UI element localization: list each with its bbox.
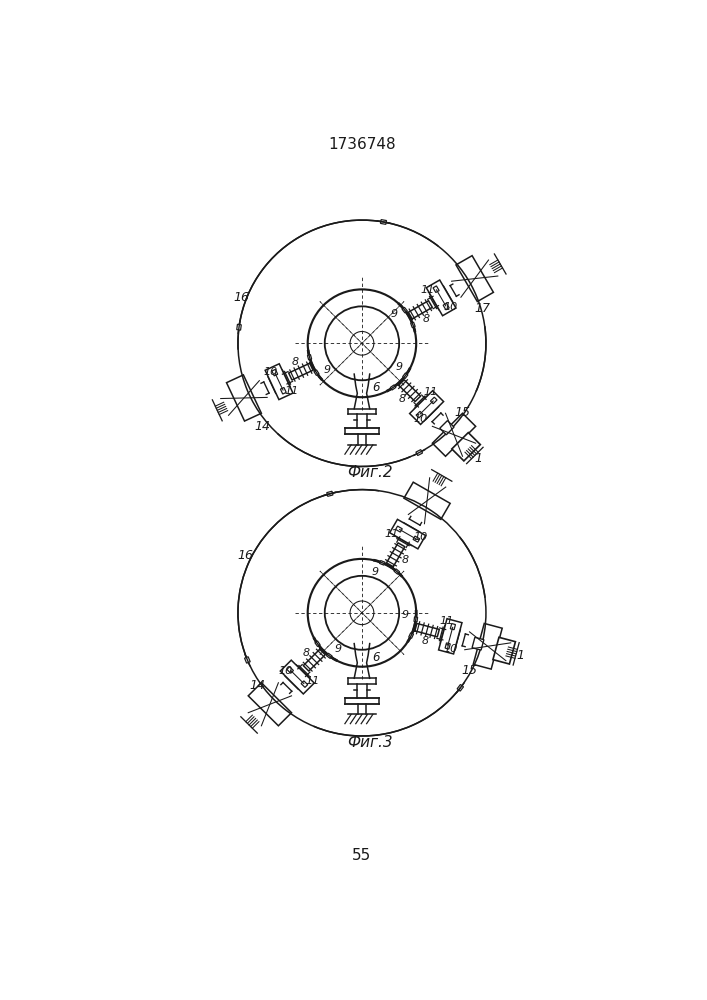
- Bar: [327, 653, 332, 658]
- Bar: [301, 681, 308, 687]
- Bar: [457, 684, 464, 691]
- Bar: [409, 391, 443, 424]
- Text: 11: 11: [285, 386, 299, 396]
- Text: 16: 16: [238, 549, 254, 562]
- Text: 8: 8: [421, 636, 428, 646]
- Bar: [380, 561, 385, 565]
- Text: Фиг.3: Фиг.3: [347, 735, 392, 750]
- Bar: [433, 413, 476, 456]
- Bar: [394, 569, 399, 574]
- Text: 6: 6: [372, 651, 380, 664]
- Text: 9: 9: [395, 362, 402, 372]
- Text: 11: 11: [305, 676, 320, 686]
- Bar: [327, 491, 333, 496]
- Text: 8: 8: [399, 394, 406, 404]
- Text: 11: 11: [385, 529, 399, 539]
- Text: 14: 14: [255, 420, 271, 433]
- Bar: [237, 324, 241, 330]
- Bar: [473, 623, 502, 669]
- Bar: [390, 519, 426, 549]
- Bar: [413, 536, 420, 542]
- Bar: [416, 411, 423, 418]
- Text: 6: 6: [372, 381, 380, 394]
- Bar: [440, 421, 454, 435]
- Text: 8: 8: [423, 314, 430, 324]
- Text: 55: 55: [352, 848, 372, 863]
- Text: 1: 1: [517, 649, 525, 662]
- Text: 10: 10: [263, 367, 277, 377]
- Bar: [280, 660, 315, 694]
- Bar: [245, 657, 250, 663]
- Text: 1: 1: [474, 452, 482, 465]
- Bar: [433, 286, 439, 292]
- Text: 9: 9: [391, 309, 398, 319]
- Bar: [452, 433, 480, 461]
- Text: 11: 11: [421, 285, 435, 295]
- Bar: [315, 641, 320, 646]
- Bar: [409, 633, 414, 638]
- Bar: [272, 369, 278, 376]
- Text: 8: 8: [402, 555, 409, 565]
- Bar: [396, 526, 402, 532]
- Text: 1736748: 1736748: [328, 137, 396, 152]
- Bar: [431, 397, 437, 404]
- Bar: [445, 643, 450, 649]
- Text: 14: 14: [250, 679, 265, 692]
- Bar: [281, 388, 286, 394]
- Bar: [414, 617, 418, 622]
- Text: 15: 15: [461, 664, 477, 677]
- Bar: [265, 364, 293, 400]
- Bar: [226, 375, 262, 421]
- Bar: [456, 256, 493, 302]
- Text: Фиг.2: Фиг.2: [347, 465, 392, 480]
- Text: 8: 8: [303, 648, 310, 658]
- Text: 15: 15: [455, 406, 471, 419]
- Bar: [248, 683, 291, 726]
- Bar: [402, 307, 407, 313]
- Bar: [438, 619, 462, 654]
- Bar: [403, 373, 408, 379]
- Bar: [450, 624, 455, 630]
- Text: 9: 9: [324, 365, 331, 375]
- Text: 10: 10: [444, 644, 458, 654]
- Bar: [443, 303, 449, 310]
- Text: 17: 17: [474, 302, 490, 315]
- Bar: [426, 280, 456, 316]
- Bar: [287, 667, 293, 673]
- Text: 10: 10: [413, 532, 428, 542]
- Text: 9: 9: [335, 644, 342, 654]
- Text: 9: 9: [402, 610, 409, 620]
- Text: 10: 10: [279, 666, 293, 676]
- Bar: [411, 322, 415, 328]
- Text: 8: 8: [292, 357, 299, 367]
- Bar: [380, 220, 387, 224]
- Bar: [404, 482, 450, 519]
- Text: 11: 11: [439, 616, 453, 626]
- Text: 16: 16: [234, 291, 250, 304]
- Bar: [390, 385, 396, 390]
- Bar: [472, 637, 484, 650]
- Bar: [493, 637, 515, 664]
- Text: 9: 9: [372, 567, 379, 577]
- Bar: [314, 370, 319, 375]
- Text: 11: 11: [424, 387, 438, 397]
- Text: 10: 10: [443, 302, 458, 312]
- Bar: [416, 450, 423, 456]
- Text: 10: 10: [414, 414, 428, 424]
- Bar: [308, 355, 312, 360]
